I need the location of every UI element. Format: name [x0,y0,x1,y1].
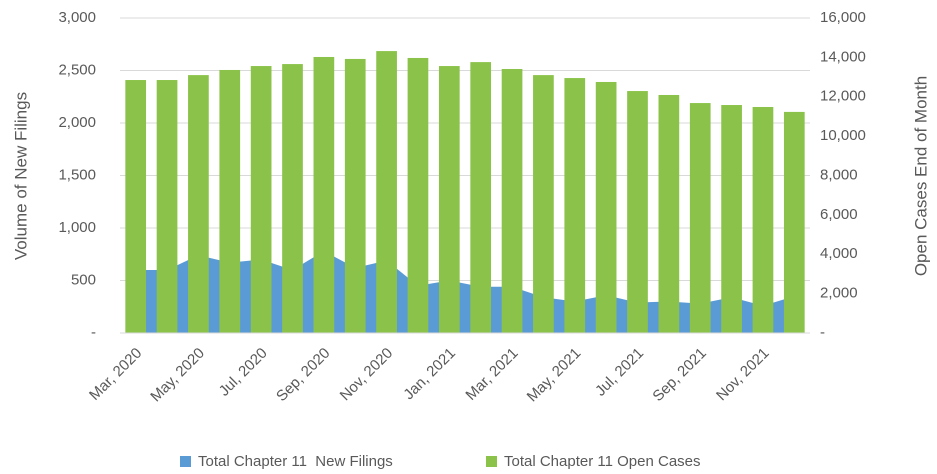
y-tick-label: 500 [71,271,96,288]
bar [219,69,241,333]
bar [188,75,209,333]
bar [533,75,554,333]
y-tick-label: 2,000 [58,114,96,131]
y2-tick-label: 16,000 [820,9,866,26]
bar [658,94,680,334]
y2-axis-title: Open Cases End of Month [911,76,930,276]
bar [438,66,460,333]
y2-tick-label: 4,000 [820,245,858,262]
y-tick-label: 3,000 [58,9,96,26]
bar [721,105,742,333]
y2-tick-label: - [820,324,825,341]
y2-tick-label: 6,000 [820,206,858,223]
y2-tick-label: 14,000 [820,48,866,65]
y-tick-label: 1,500 [58,166,96,183]
x-tick-label: Mar, 2021 [462,345,521,404]
x-tick-label: Nov, 2020 [337,345,397,405]
y-tick-label: 2,500 [58,61,96,78]
bar [783,111,805,333]
bar [376,51,397,333]
bar [313,56,335,333]
legend-label: Total Chapter 11 Open Cases [504,453,701,470]
legend-label: Total Chapter 11 New Filings [198,453,393,470]
legend-swatch [180,456,191,467]
bar [470,62,492,333]
y2-tick-label: 2,000 [820,285,858,302]
y-tick-label: 1,000 [58,219,96,236]
x-tick-label: May, 2020 [147,345,208,406]
x-tick-label: Jan, 2021 [400,345,459,404]
bar [564,78,586,333]
x-tick-label: Nov, 2021 [713,345,773,405]
bar [595,81,617,333]
y2-tick-label: 12,000 [820,88,866,105]
x-tick-label: May, 2021 [524,345,585,406]
y-tick-label: - [91,324,96,341]
bar [156,80,178,333]
bar [407,57,429,333]
bar [689,103,711,333]
bar [250,66,272,333]
bar [125,80,147,333]
y2-tick-label: 10,000 [820,127,866,144]
x-tick-label: Mar, 2020 [86,345,145,404]
x-tick-label: Sep, 2020 [273,345,333,405]
y2-tick-label: 8,000 [820,166,858,183]
x-tick-label: Jul, 2021 [592,345,647,400]
bar [752,106,774,333]
x-tick-label: Sep, 2021 [649,345,709,405]
bar [344,58,366,333]
bar [282,64,303,333]
bar [501,68,523,333]
bar [627,91,648,334]
x-tick-label: Jul, 2020 [216,345,271,400]
y-axis-title: Volume of New Filings [11,92,30,260]
legend-swatch [486,456,497,467]
